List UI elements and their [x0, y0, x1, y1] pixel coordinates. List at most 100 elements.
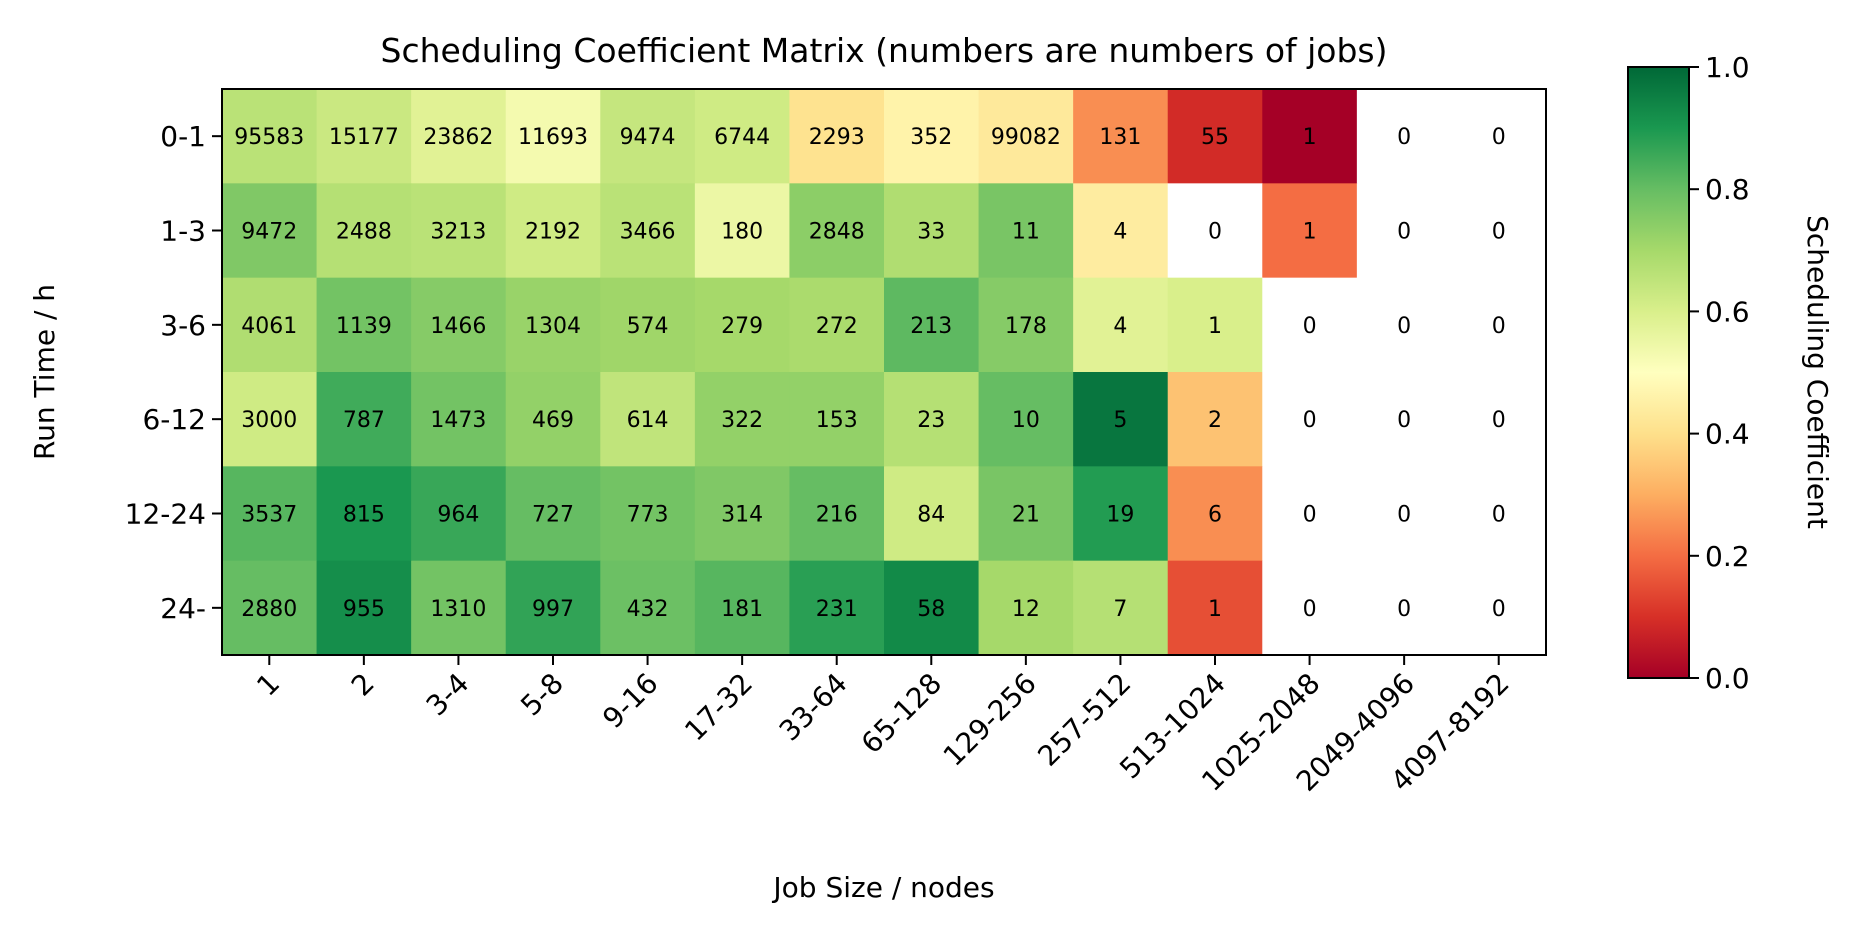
colorbar-gradient	[1627, 66, 1690, 679]
cell-count-label: 84	[917, 503, 945, 528]
cell-count-label: 4061	[241, 314, 297, 339]
cell-count-label: 2	[1208, 408, 1222, 433]
cell-count-label: 614	[627, 408, 669, 433]
heatmap-cell	[884, 277, 980, 373]
heatmap-cell	[978, 183, 1074, 279]
heatmap-cell	[789, 277, 885, 373]
cell-count-label: 153	[816, 408, 858, 433]
heatmap-cell	[1073, 89, 1169, 184]
heatmap-cell	[1356, 183, 1452, 279]
x-tick-label: 2	[345, 667, 381, 703]
cell-count-label: 2880	[241, 597, 297, 622]
heatmap-cell	[222, 560, 318, 656]
cell-count-label: 3000	[241, 408, 297, 433]
heatmap-cell	[1356, 277, 1452, 373]
cell-count-label: 964	[437, 503, 479, 528]
heatmap-cell	[600, 560, 696, 656]
cell-count-label: 279	[721, 314, 763, 339]
heatmap-cell	[789, 183, 885, 279]
x-tick-label: 33-64	[773, 667, 854, 748]
chart-title: Scheduling Coefficient Matrix (numbers a…	[381, 31, 1388, 70]
cell-count-label: 33	[917, 220, 945, 245]
colorbar-tick-label: 0.2	[1705, 540, 1750, 573]
heatmap-cell	[694, 277, 790, 373]
cell-count-label: 131	[1099, 125, 1141, 150]
cell-count-label: 95583	[234, 125, 304, 150]
cell-count-label: 213	[910, 314, 952, 339]
heatmap-cell	[884, 560, 980, 656]
heatmap-cell	[1356, 560, 1452, 656]
cell-count-label: 0	[1397, 503, 1411, 528]
cell-count-label: 2488	[336, 220, 392, 245]
cell-count-label: 4	[1113, 314, 1127, 339]
cell-count-label: 0	[1397, 408, 1411, 433]
heatmap-cell	[884, 372, 980, 467]
cell-count-label: 0	[1397, 314, 1411, 339]
heatmap-cell	[1167, 89, 1263, 184]
heatmap-cell	[411, 183, 507, 279]
heatmap-cell	[1451, 183, 1547, 279]
heatmap-cell	[789, 372, 885, 467]
heatmap-cell	[222, 466, 318, 562]
heatmap-cell	[1167, 560, 1263, 656]
cell-count-label: 7	[1113, 597, 1127, 622]
colorbar-label: Scheduling Coefficient	[1801, 215, 1834, 529]
heatmap-cell	[1167, 466, 1263, 562]
cell-count-label: 0	[1303, 597, 1317, 622]
cell-count-label: 997	[532, 597, 574, 622]
heatmap-cell	[316, 560, 412, 656]
cell-count-label: 2293	[809, 125, 865, 150]
cell-count-label: 0	[1397, 220, 1411, 245]
colorbar-tick-label: 1.0	[1705, 51, 1750, 84]
cell-count-label: 955	[343, 597, 385, 622]
heatmap-cell	[600, 89, 696, 184]
heatmap-cell	[316, 277, 412, 373]
cell-count-label: 23862	[423, 125, 493, 150]
heatmap-cell	[978, 89, 1074, 184]
cell-count-label: 19	[1106, 503, 1134, 528]
cell-count-label: 5	[1113, 408, 1127, 433]
heatmap-cell	[789, 89, 885, 184]
cell-count-label: 352	[910, 125, 952, 150]
cell-count-label: 55	[1201, 125, 1229, 150]
heatmap-cell	[1451, 466, 1547, 562]
cell-count-label: 12	[1012, 597, 1040, 622]
cell-count-label: 216	[816, 503, 858, 528]
heatmap-cell	[316, 466, 412, 562]
cell-count-label: 773	[627, 503, 669, 528]
cell-count-label: 787	[343, 408, 385, 433]
cell-count-label: 178	[1005, 314, 1047, 339]
cell-count-label: 21	[1012, 503, 1040, 528]
cell-count-label: 181	[721, 597, 763, 622]
colorbar-tick-label: 0.8	[1705, 173, 1750, 206]
cell-count-label: 469	[532, 408, 574, 433]
heatmap-cell	[1167, 183, 1263, 279]
cell-count-label: 314	[721, 503, 763, 528]
heatmap-cell	[694, 560, 790, 656]
heatmap-cell	[600, 372, 696, 467]
heatmap-cell	[1451, 560, 1547, 656]
cell-count-label: 4	[1113, 220, 1127, 245]
cell-count-label: 9474	[620, 125, 676, 150]
x-tick-label: 9-16	[596, 667, 664, 735]
cell-count-label: 15177	[329, 125, 399, 150]
colorbar-tick-label: 0.6	[1705, 295, 1750, 328]
heatmap-cell	[411, 372, 507, 467]
x-tick-label: 5-8	[514, 667, 570, 723]
x-axis-label: Job Size / nodes	[771, 871, 994, 904]
cell-count-label: 0	[1208, 220, 1222, 245]
heatmap-cell	[978, 372, 1074, 467]
colorbar-tick-label: 0.4	[1705, 418, 1750, 451]
y-tick-label: 12-24	[125, 498, 206, 531]
colorbar-ticks: 0.0 0.2 0.4 0.6 0.8 1.0	[1689, 51, 1750, 695]
heatmap-cell	[1356, 466, 1452, 562]
heatmap-cell	[411, 277, 507, 373]
cell-count-label: 0	[1397, 597, 1411, 622]
y-tick-label: 1-3	[160, 215, 206, 248]
heatmap-cell	[789, 560, 885, 656]
y-axis: 0-1 1-3 3-6 6-12 12-24 24-	[125, 120, 222, 625]
heatmap-cell	[222, 372, 318, 467]
heatmap-cell	[694, 183, 790, 279]
heatmap-cell	[411, 89, 507, 184]
cell-count-label: 574	[627, 314, 669, 339]
